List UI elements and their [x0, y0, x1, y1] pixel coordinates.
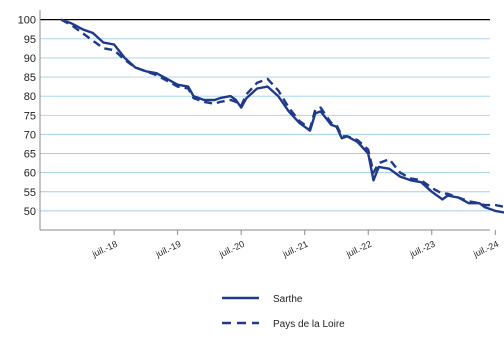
legend-label: Pays de la Loire — [273, 319, 345, 330]
y-axis: 50 55 60 65 70 75 80 85 90 95 100 — [18, 10, 41, 230]
legend-label: Sarthe — [273, 294, 303, 305]
x-tick-label: juil.-23 — [407, 239, 436, 260]
x-tick-label: juil.-21 — [280, 239, 309, 260]
y-tick-label: 70 — [24, 129, 36, 141]
y-tick-label: 95 — [24, 34, 36, 46]
gridlines — [40, 19, 490, 212]
x-tick-label: juil.-19 — [153, 239, 182, 260]
y-tick-label: 90 — [24, 53, 36, 65]
y-tick-label: 60 — [24, 168, 36, 180]
x-tick-label: juil.-20 — [217, 239, 246, 260]
y-tick-label: 50 — [24, 206, 36, 218]
x-tick-label: juil.-22 — [344, 239, 373, 260]
legend: Sarthe Pays de la Loire — [222, 294, 345, 330]
y-tick-label: 80 — [24, 91, 36, 103]
y-tick-label: 75 — [24, 110, 36, 122]
series-line-pays-de-la-loire — [60, 18, 504, 208]
x-tick-label: juil.-24 — [471, 239, 500, 260]
series-lines — [60, 18, 504, 214]
x-axis: juil.-18 juil.-19 juil.-20 juil.-21 juil.-22… — [40, 229, 500, 260]
y-tick-label: 65 — [24, 149, 36, 161]
series-line-sarthe — [60, 18, 504, 214]
y-tick-label: 85 — [24, 72, 36, 84]
y-tick-label: 100 — [18, 15, 36, 27]
y-tick-label: 55 — [24, 187, 36, 199]
x-tick-label: juil.-18 — [90, 239, 119, 260]
